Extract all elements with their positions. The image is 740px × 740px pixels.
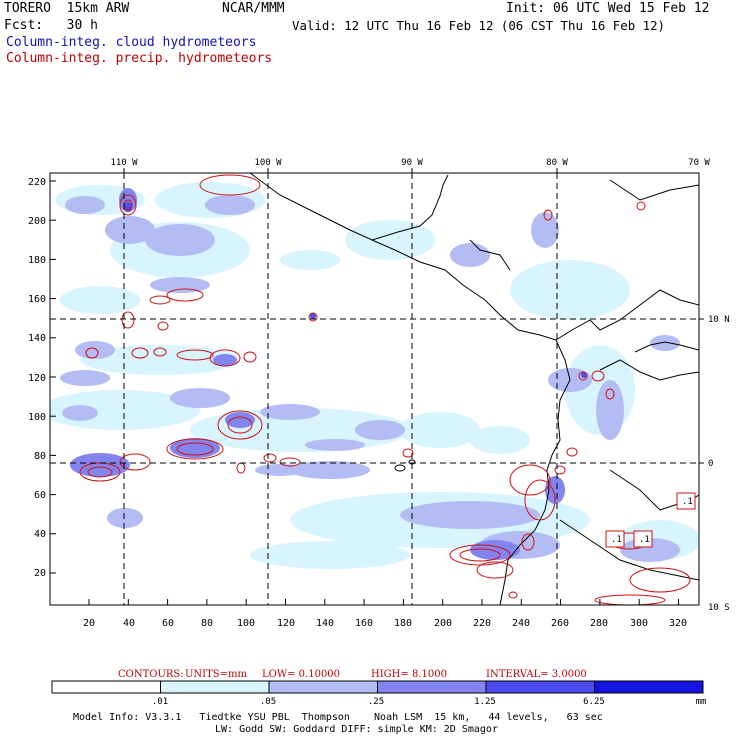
x-tick-label: 220 [473,618,491,629]
y-tick-label: 180 [28,255,46,266]
colorbar-segment [268,680,378,694]
x-tick-label: 240 [512,618,530,629]
color-bar [51,680,704,694]
contour-box-2 [633,530,653,548]
lat-label-10s: 10 S [708,603,730,613]
x-tick-label: 180 [394,618,412,629]
colorbar-unit: mm [696,697,707,707]
precip-contours [79,174,691,605]
lon-label-100w: 100 W [254,158,282,168]
x-tick-label: 40 [123,618,135,629]
lon-label-90w: 90 W [401,158,423,168]
contour-box-label-1: .1 [611,535,622,545]
valid-time: Valid: 12 UTC Thu 16 Feb 12 (06 CST Thu … [292,18,665,33]
field-cloud-label: Column-integ. cloud hydrometeors [6,35,257,50]
x-tick-label: 20 [83,618,95,629]
forecast-hour: Fcst: 30 h [4,18,98,33]
colorbar-segment [51,680,161,694]
x-tick-label: 80 [201,618,213,629]
field-precip-label: Column-integ. precip. hydrometeors [6,51,273,66]
lon-label-80w: 80 W [546,158,568,168]
contour-interval: INTERVAL= 3.0000 [486,669,587,680]
contour-box-3 [676,492,696,510]
y-tick-label: 20 [34,568,46,579]
lat-label-0: 0 [708,459,713,469]
x-tick-label: 280 [590,618,608,629]
init-time: Init: 06 UTC Wed 15 Feb 12 [506,1,710,16]
colorbar-label: 6.25 [583,697,605,707]
y-tick-label: 200 [28,216,46,227]
x-tick-label: 260 [551,618,569,629]
colorbar-label: .01 [152,697,168,707]
organization: NCAR/MMM [222,1,285,16]
x-tick-label: 200 [434,618,452,629]
coastlines [249,173,699,605]
model-info-line2: LW: Godd SW: Goddard DIFF: simple KM: 2D… [215,724,498,735]
contour-units: UNITS=mm [185,669,248,680]
y-tick-label: 220 [28,177,46,188]
x-tick-label: 320 [669,618,687,629]
colorbar-label: .05 [260,697,276,707]
contour-box-1 [605,530,625,548]
model-title: TORERO 15km ARW [4,1,130,16]
colorbar-label: 1.25 [474,697,496,707]
x-tick-label: 140 [316,618,334,629]
x-tick-label: 160 [355,618,373,629]
plot-frame [49,172,700,606]
contour-label-boxes [605,492,696,548]
latlon-grid [50,173,699,605]
y-tick-label: 40 [34,529,46,540]
colorbar-segment [377,680,487,694]
contour-box-label-3: .1 [682,497,693,507]
x-tick-label: 60 [162,618,174,629]
y-tick-label: 60 [34,490,46,501]
contour-info-label: CONTOURS: [118,669,184,680]
colorbar-label: .25 [368,697,384,707]
lat-label-10n: 10 N [708,315,730,325]
y-tick-label: 120 [28,373,46,384]
lon-label-110w: 110 W [110,158,138,168]
lon-label-70w: 70 W [688,158,710,168]
colorbar-segment [485,680,595,694]
cloud-shading [50,182,699,569]
y-tick-label: 140 [28,333,46,344]
y-tick-label: 100 [28,412,46,423]
colorbar-segment [594,680,704,694]
x-tick-label: 100 [237,618,255,629]
model-info-line1: Model Info: V3.3.1 Tiedtke YSU PBL Thomp… [73,712,603,723]
contour-high: HIGH= 8.1000 [371,669,447,680]
contour-box-label-2: .1 [639,535,650,545]
tick-marks [50,168,704,605]
contour-low: LOW= 0.10000 [262,669,340,680]
colorbar-segment [160,680,270,694]
y-tick-label: 160 [28,294,46,305]
y-tick-label: 80 [34,451,46,462]
x-tick-label: 120 [277,618,295,629]
x-tick-label: 300 [630,618,648,629]
